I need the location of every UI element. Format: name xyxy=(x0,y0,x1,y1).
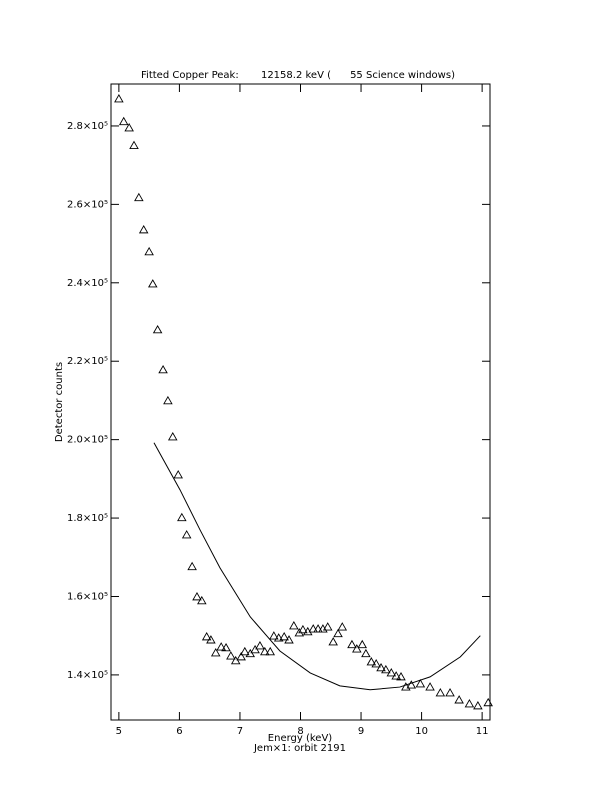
data-point xyxy=(197,595,207,605)
data-point xyxy=(298,624,308,634)
data-point xyxy=(221,642,231,652)
y-tick-label: 2.8×10⁵ xyxy=(67,121,108,132)
data-point xyxy=(415,679,426,688)
data-point xyxy=(313,624,323,633)
data-point xyxy=(279,631,289,641)
data-point xyxy=(352,644,362,653)
data-point xyxy=(236,651,246,661)
data-point xyxy=(138,224,149,234)
data-point xyxy=(366,657,377,666)
data-point xyxy=(216,642,226,651)
data-point xyxy=(357,639,368,649)
data-point xyxy=(144,246,154,256)
y-tick-label: 2.4×10⁵ xyxy=(67,278,108,289)
y-axis-label: Detector counts xyxy=(54,362,65,442)
data-point xyxy=(381,664,391,674)
data-point xyxy=(167,431,178,441)
data-point xyxy=(337,622,348,631)
x-tick-label: 5 xyxy=(116,726,122,737)
fit-curve xyxy=(153,442,481,691)
x-axis-label: Energy (keV) xyxy=(268,733,333,744)
data-point xyxy=(260,646,270,656)
x-tick-label: 11 xyxy=(476,726,489,737)
data-point xyxy=(425,682,435,691)
data-point xyxy=(376,662,386,672)
footer: Jem×1: orbit 2191 xyxy=(253,743,346,754)
data-point xyxy=(255,640,265,650)
data-point xyxy=(118,116,129,126)
data-point xyxy=(134,192,144,202)
y-tick-label: 1.6×10⁵ xyxy=(67,591,108,602)
x-tick-label: 8 xyxy=(297,726,303,737)
data-point xyxy=(177,512,187,522)
data-point xyxy=(152,324,163,334)
data-point xyxy=(322,622,333,631)
data-point xyxy=(173,470,183,479)
data-point xyxy=(210,648,221,657)
data-point xyxy=(406,680,417,689)
data-point xyxy=(289,620,299,630)
data-point xyxy=(158,364,168,374)
data-point xyxy=(114,93,124,103)
data-point xyxy=(473,700,483,710)
data-point xyxy=(347,639,357,649)
data-point xyxy=(435,688,446,697)
data-point xyxy=(333,628,343,638)
data-point xyxy=(284,635,294,644)
y-tick-label: 2.0×10⁵ xyxy=(67,435,108,446)
data-point xyxy=(464,699,475,708)
y-tick-label: 1.8×10⁵ xyxy=(67,513,108,524)
data-point xyxy=(269,631,279,640)
data-point xyxy=(201,631,212,641)
data-point xyxy=(445,688,455,697)
y-tick-label: 1.4×10⁵ xyxy=(67,670,108,681)
x-tick-label: 9 xyxy=(358,726,364,737)
data-point xyxy=(147,279,158,288)
data-point xyxy=(386,668,397,677)
data-point xyxy=(361,648,371,658)
data-point xyxy=(240,646,250,656)
x-tick-label: 6 xyxy=(176,726,182,737)
data-point xyxy=(308,624,318,633)
data-point xyxy=(265,646,276,656)
y-tick-label: 2.6×10⁵ xyxy=(67,199,108,210)
data-point xyxy=(371,659,381,668)
data-point xyxy=(273,633,284,642)
data-point xyxy=(187,561,197,571)
data-point xyxy=(396,671,406,681)
data-point xyxy=(454,695,464,704)
data-point xyxy=(192,591,202,601)
data-point xyxy=(483,697,493,707)
data-point xyxy=(328,637,338,646)
chart-title: Fitted Copper Peak: 12158.2 keV ( 55 Sci… xyxy=(141,70,455,81)
data-point xyxy=(124,123,134,132)
x-tick-label: 7 xyxy=(237,726,243,737)
data-point xyxy=(163,395,173,405)
data-point xyxy=(129,140,139,150)
y-tick-label: 2.2×10⁵ xyxy=(67,356,108,367)
data-point xyxy=(226,651,236,660)
data-point xyxy=(391,671,401,680)
data-point xyxy=(181,530,192,539)
data-point xyxy=(206,635,216,644)
x-tick-label: 10 xyxy=(415,726,428,737)
